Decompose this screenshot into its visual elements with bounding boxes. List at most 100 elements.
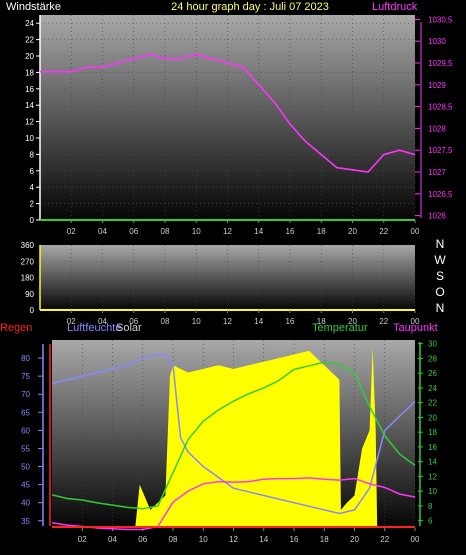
temperature-legend: Temperatur [312, 322, 368, 334]
wind-axis-tick: 10 [25, 134, 34, 143]
x-tick-label: 10 [192, 317, 201, 326]
pressure-axis-tick: 1028 [428, 124, 446, 133]
direction-label: N [436, 237, 445, 251]
temperature-axis-tick: 6 [428, 517, 433, 526]
wind-axis-tick: 8 [30, 150, 35, 159]
x-tick-label: 08 [169, 535, 178, 544]
humidity-temperature-chart: 35 40 45 50 55 60 65 70 75 80 6 8 10 12 14 16 18 20 22 24 26… [21, 340, 437, 544]
temperature-axis-tick: 26 [428, 369, 437, 378]
x-tick-label: 02 [67, 227, 76, 236]
x-tick-label: 18 [317, 317, 326, 326]
x-tick-label: 06 [138, 535, 147, 544]
humidity-legend: Luftfeuchte [67, 322, 121, 334]
wind-pressure-panel [40, 15, 415, 220]
humidity-axis-tick: 75 [21, 372, 30, 381]
humidity-axis-tick: 55 [21, 444, 30, 453]
solar-legend: Solar [116, 322, 142, 334]
x-tick-label: 02 [78, 535, 87, 544]
wind-axis-tick: 12 [25, 118, 34, 127]
wind-axis-tick: 18 [25, 68, 34, 77]
rain-legend: Regen [0, 322, 32, 334]
temperature-axis-tick: 20 [428, 413, 437, 422]
wind-axis-tick: 0 [30, 216, 35, 225]
direction-label: S [436, 269, 444, 283]
x-tick-label: 18 [320, 535, 329, 544]
direction-label: W [434, 253, 446, 267]
temperature-axis-tick: 10 [428, 487, 437, 496]
dewpoint-legend: Taupunkt [393, 322, 438, 334]
direction-axis-tick: 360 [21, 241, 35, 250]
x-tick-label: 06 [129, 317, 138, 326]
pressure-axis-tick: 1026 [428, 212, 446, 221]
pressure-axis-tick: 1028,5 [428, 103, 453, 112]
direction-label: O [435, 285, 444, 299]
humidity-axis-tick: 65 [21, 408, 30, 417]
temperature-axis-tick: 24 [428, 384, 437, 393]
pressure-axis-tick: 1026,5 [428, 190, 453, 199]
x-tick-label: 04 [98, 227, 107, 236]
wind-axis-tick: 14 [25, 101, 34, 110]
humidity-axis-tick: 50 [21, 463, 30, 472]
x-tick-label: 22 [379, 317, 388, 326]
pressure-series [40, 53, 416, 173]
x-tick-label: 08 [161, 317, 170, 326]
wind-axis-tick: 20 [25, 52, 34, 61]
pressure-axis-tick: 1030,5 [428, 15, 453, 24]
pressure-axis-tick: 1027 [428, 168, 446, 177]
x-tick-label: 04 [108, 535, 117, 544]
x-tick-label: 22 [379, 227, 388, 236]
x-tick-label: 18 [317, 227, 326, 236]
x-tick-label: 20 [348, 317, 357, 326]
x-tick-label: 16 [290, 535, 299, 544]
x-tick-label: 10 [199, 535, 208, 544]
chart-title: 24 hour graph day : Juli 07 2023 [171, 1, 329, 13]
direction-axis-tick: 180 [21, 274, 35, 283]
x-tick-label: 04 [98, 317, 107, 326]
x-tick-label: 06 [129, 227, 138, 236]
wind-axis-tick: 6 [30, 167, 35, 176]
x-tick-label: 12 [229, 535, 238, 544]
wind-direction-chart: 0 90 180 270 360 02 04 06 08 10 12 14 16 18 20 22 00 [21, 241, 420, 326]
pressure-axis-tick: 1029,5 [428, 59, 453, 68]
x-tick-label: 14 [259, 535, 268, 544]
temperature-axis-tick: 18 [428, 428, 437, 437]
x-tick-label: 12 [223, 317, 232, 326]
temperature-axis-tick: 16 [428, 443, 437, 452]
wind-axis-tick: 16 [25, 85, 34, 94]
humidity-axis-tick: 70 [21, 390, 30, 399]
direction-axis-tick: 270 [21, 257, 35, 266]
wind-axis-tick: 24 [25, 19, 34, 28]
wind-axis-tick: 4 [30, 183, 35, 192]
x-tick-label: 14 [254, 317, 263, 326]
x-tick-label: 08 [161, 227, 170, 236]
x-tick-label: 20 [348, 227, 357, 236]
x-tick-label: 00 [411, 227, 420, 236]
x-tick-label: 16 [286, 227, 295, 236]
x-tick-label: 00 [411, 317, 420, 326]
x-tick-label: 10 [192, 227, 201, 236]
wind-strength-label: Windstärke [6, 1, 61, 13]
x-tick-label: 22 [380, 535, 389, 544]
wind-axis-tick: 22 [25, 36, 34, 45]
wind-pressure-chart: 02468101214161820222410261026,510271027,… [25, 15, 453, 236]
humidity-axis-tick: 45 [21, 481, 30, 490]
wind-axis-tick: 2 [30, 200, 35, 209]
pressure-axis-tick: 1027,5 [428, 146, 453, 155]
x-tick-label: 02 [67, 317, 76, 326]
humidity-axis-tick: 80 [21, 354, 30, 363]
pressure-label: Luftdruck [372, 1, 418, 13]
temperature-axis-tick: 12 [428, 472, 437, 481]
pressure-axis-tick: 1029 [428, 81, 446, 90]
x-tick-label: 16 [286, 317, 295, 326]
solar-area [52, 347, 415, 528]
temperature-axis-tick: 22 [428, 399, 437, 408]
humidity-axis-tick: 35 [21, 517, 30, 526]
x-tick-label: 12 [223, 227, 232, 236]
x-tick-label: 20 [350, 535, 359, 544]
temperature-axis-tick: 8 [428, 502, 433, 511]
direction-label: N [436, 301, 445, 315]
humidity-axis-tick: 40 [21, 499, 30, 508]
temperature-axis-tick: 28 [428, 354, 437, 363]
